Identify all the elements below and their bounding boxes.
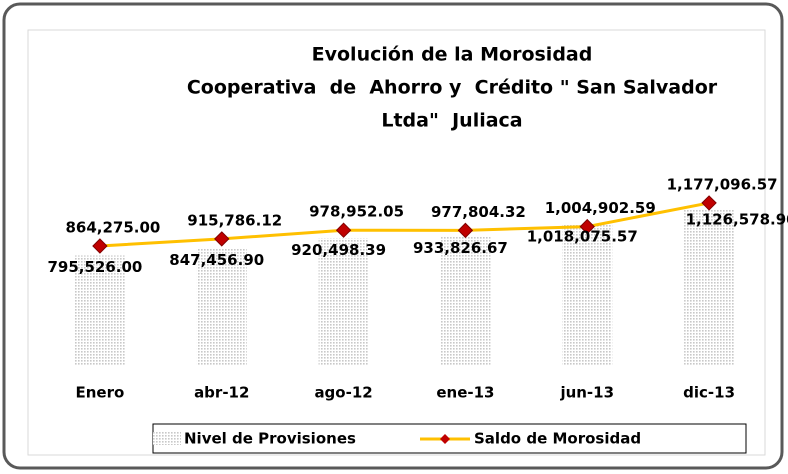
data-label: 920,498.39	[291, 241, 386, 259]
data-label: 977,804.32	[431, 203, 526, 221]
plot-frame	[27, 29, 766, 456]
x-tick-label: ago-12	[314, 384, 372, 402]
marker	[92, 238, 108, 254]
data-label: 933,826.67	[413, 239, 508, 257]
x-tick-label: abr-12	[194, 384, 249, 402]
bar	[196, 248, 247, 365]
legend-label: Nivel de Provisiones	[184, 430, 356, 448]
bar	[440, 236, 491, 365]
x-tick-label: dic-13	[683, 384, 735, 402]
bar	[74, 255, 125, 365]
data-label: 978,952.05	[309, 203, 404, 221]
data-label: 1,004,902.59	[545, 199, 656, 217]
x-tick-label: Enero	[76, 384, 125, 402]
marker	[701, 195, 717, 211]
data-label: 1,018,075.57	[527, 227, 638, 245]
bar	[684, 209, 735, 365]
x-tick-label: ene-13	[436, 384, 494, 402]
x-tick-label: jun-13	[559, 384, 614, 402]
data-label: 915,786.12	[187, 211, 282, 229]
legend-swatch	[153, 432, 181, 445]
chart-title: Ltda" Juliaca	[381, 110, 522, 132]
line	[99, 201, 710, 248]
marker	[457, 222, 474, 239]
chart-title: Cooperativa de Ahorro y Crédito " San Sa…	[187, 77, 718, 99]
legend-label: Saldo de Morosidad	[474, 430, 641, 448]
data-label: 847,456.90	[169, 251, 264, 269]
data-label: 795,526.00	[47, 258, 142, 276]
chart-title: Evolución de la Morosidad	[312, 44, 593, 66]
marker	[579, 218, 595, 235]
legend-swatch	[440, 434, 450, 444]
data-label: 1,177,096.57	[667, 175, 778, 193]
data-label: 864,275.00	[65, 218, 160, 236]
marker	[335, 222, 352, 238]
data-label: 1,126,578.90	[686, 210, 788, 228]
bar	[562, 224, 613, 365]
bar	[318, 238, 369, 365]
marker	[214, 231, 230, 247]
